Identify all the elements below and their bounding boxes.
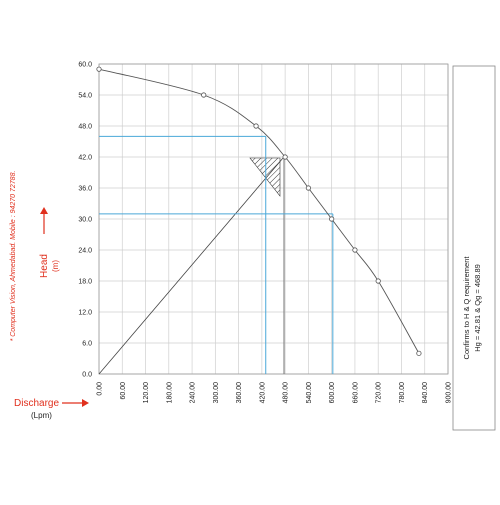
y-tick-label: 36.0 — [78, 186, 92, 193]
x-tick-label: 780.00 — [399, 382, 406, 404]
x-tick-label: 120.00 — [143, 382, 150, 404]
grid — [98, 63, 449, 375]
x-tick-label: 840.00 — [422, 382, 429, 404]
curve-point — [96, 66, 102, 72]
curve-point — [282, 154, 288, 160]
y-tick-label: 12.0 — [78, 310, 92, 317]
x-tick-label: 60.00 — [120, 382, 127, 400]
curve-point — [201, 92, 207, 98]
plot-frame — [98, 63, 449, 375]
y-tick-label: 0.0 — [82, 372, 92, 379]
x-tick-label: 540.00 — [306, 382, 313, 404]
x-tick-label: 360.00 — [236, 382, 243, 404]
curve-point — [329, 216, 335, 222]
x-label: Discharge — [14, 398, 59, 409]
y-label: Head — [39, 254, 50, 278]
x-tick-label: 0.00 — [97, 382, 104, 396]
x-tick-label: 480.00 — [283, 382, 290, 404]
y-tick-label: 54.0 — [78, 93, 92, 100]
x-tick-label: 240.00 — [190, 382, 197, 404]
x-tick-label: 300.00 — [213, 382, 220, 404]
y-unit: (m) — [51, 260, 60, 272]
y-tick-label: 30.0 — [78, 217, 92, 224]
hatched-zone — [249, 157, 281, 197]
x-tick-label: 600.00 — [329, 382, 336, 404]
x-tick-label: 660.00 — [352, 382, 359, 404]
note-title: Confirms to H & Q requirement — [462, 256, 471, 360]
curve-point — [416, 350, 422, 356]
x-tick-label: 420.00 — [259, 382, 266, 404]
curve-point — [352, 247, 358, 253]
system-line — [98, 157, 284, 375]
plot — [96, 66, 422, 374]
footnote: * Computer Vision, Ahmedabad. Mobile : 9… — [10, 171, 17, 342]
curve — [98, 68, 420, 354]
y-tick-label: 6.0 — [82, 341, 92, 348]
y-tick-label: 24.0 — [78, 248, 92, 255]
y-tick-label: 42.0 — [78, 155, 92, 162]
note-values: Hg = 42.81 & Qg = 468.89 — [473, 264, 482, 352]
x-arrow-head — [82, 399, 89, 407]
curve-point — [305, 185, 311, 191]
y-tick-label: 18.0 — [78, 279, 92, 286]
x-tick-label: 180.00 — [166, 382, 173, 404]
x-tick-label: 900.00 — [446, 382, 453, 404]
note-box — [452, 65, 496, 431]
y-tick-label: 48.0 — [78, 124, 92, 131]
x-tick-label: 720.00 — [376, 382, 383, 404]
x-unit: (Lpm) — [31, 411, 52, 420]
curve-point — [375, 278, 381, 284]
y-tick-label: 60.0 — [78, 62, 92, 69]
y-arrow-head — [40, 207, 48, 214]
curve-point — [253, 123, 259, 129]
